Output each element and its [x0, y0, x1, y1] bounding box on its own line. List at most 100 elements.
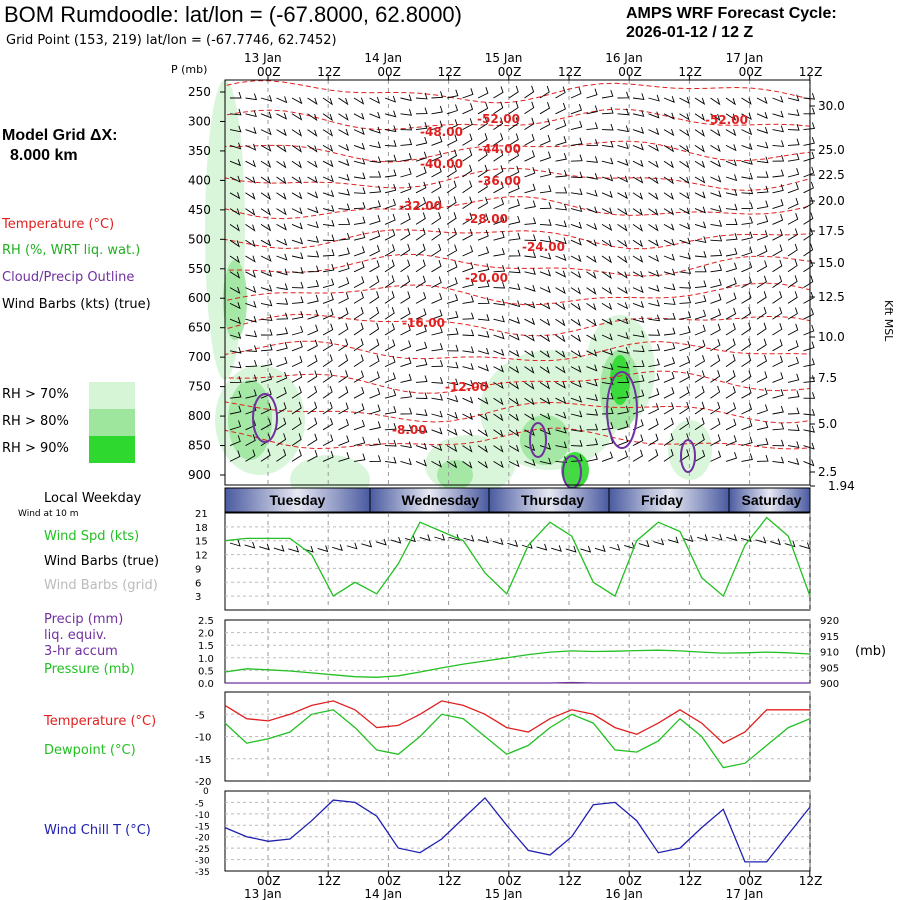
barb-10-15 [462, 245, 474, 257]
barb-7-28 [663, 208, 675, 216]
legend-wind-barbs-grid: Wind Barbs (grid) [44, 578, 158, 593]
barb-11-19 [524, 268, 536, 275]
barb-11-9 [369, 260, 380, 273]
surface-barb [448, 534, 460, 541]
barb-18-21 [555, 381, 566, 389]
barb-4-36 [787, 153, 800, 162]
barb-23-1 [245, 449, 256, 462]
barb-18-31 [710, 370, 721, 383]
barb-9-0 [229, 239, 240, 248]
barb-21-18 [508, 429, 520, 437]
barb-21-3 [276, 417, 287, 431]
barb-11-26 [632, 270, 644, 279]
isotherm-12 [224, 427, 811, 450]
barb-7-20 [539, 202, 552, 210]
barb-1-26 [632, 110, 645, 117]
top-time-label: 12Z [678, 65, 702, 79]
barb-11-6 [322, 263, 335, 273]
model-grid-value: 8.000 km [10, 147, 78, 164]
barb-16-15 [462, 346, 475, 354]
barb-12-25 [617, 286, 628, 295]
barb-16-11 [400, 340, 412, 352]
barb-16-32 [725, 338, 736, 352]
barb-14-7 [338, 307, 349, 320]
barb-12-19 [524, 284, 536, 292]
barb-20-30 [694, 401, 705, 415]
barb-18-14 [446, 378, 459, 386]
barb-23-20 [539, 457, 552, 465]
barb-12-8 [353, 276, 365, 288]
barb-22-28 [663, 433, 674, 446]
pressure-tick-label: 850 [188, 439, 211, 453]
barb-21-2 [260, 418, 272, 431]
barb-8-1 [245, 224, 256, 232]
barb-6-17 [493, 181, 504, 194]
barb-21-0 [229, 420, 242, 431]
barb-12-26 [632, 286, 644, 294]
pressure-tick-label: 750 [188, 380, 211, 394]
barb-15-24 [601, 333, 613, 341]
barb-6-33 [741, 187, 754, 195]
barb-8-13 [431, 212, 442, 225]
barb-14-16 [477, 314, 490, 321]
barb-0-21 [555, 86, 566, 99]
barb-4-11 [400, 153, 412, 162]
barb-12-12 [415, 275, 426, 288]
barb-12-23 [586, 287, 597, 295]
barb-6-14 [446, 180, 457, 194]
barb-1-23 [586, 105, 598, 115]
barb-23-26 [632, 449, 644, 462]
barb-15-36 [787, 323, 799, 336]
barb-1-37 [803, 107, 816, 115]
local-weekday-label: Local Weekday [44, 491, 142, 506]
barb-0-9 [369, 96, 381, 104]
barb-18-29 [679, 371, 690, 383]
barb-9-22 [570, 238, 582, 246]
legend-liq-equiv: liq. equiv. [44, 628, 107, 643]
barb-17-2 [260, 358, 273, 368]
barb-15-13 [431, 326, 443, 336]
barb-10-1 [245, 255, 256, 263]
barb-18-24 [601, 378, 614, 385]
barb-21-11 [400, 424, 413, 432]
barb-17-3 [276, 356, 288, 368]
barb-2-11 [400, 123, 413, 131]
top-time-label: 00Z [377, 65, 401, 79]
surface-barb [653, 538, 665, 546]
barb-15-29 [679, 326, 691, 336]
barb-2-31 [710, 129, 721, 137]
barb-19-0 [229, 390, 242, 399]
barb-16-27 [648, 343, 661, 352]
barb-7-15 [462, 196, 473, 209]
barb-18-15 [462, 379, 474, 387]
barb-0-14 [446, 89, 459, 99]
barb-14-2 [260, 314, 273, 322]
cloud-outline-3 [680, 439, 696, 473]
barb-6-31 [710, 190, 722, 198]
barb-5-7 [338, 174, 350, 181]
barb-11-28 [663, 268, 676, 276]
barb-18-12 [415, 375, 428, 383]
barb-10-29 [679, 252, 691, 260]
barb-3-37 [803, 137, 815, 146]
barb-9-25 [617, 239, 628, 248]
barb-5-29 [679, 176, 690, 185]
chill-tick-label: -15 [195, 822, 210, 832]
barb-1-0 [229, 108, 242, 116]
barb-0-6 [322, 97, 333, 106]
barb-14-0 [229, 317, 241, 325]
temperature-label: -8.00 [392, 423, 427, 437]
barb-4-31 [710, 160, 721, 168]
legend-temperature: Temperature (°C) [2, 217, 115, 232]
barb-1-31 [710, 113, 721, 122]
pressure-right-tick-label: 905 [820, 663, 839, 674]
barb-9-20 [539, 235, 552, 243]
barb-21-28 [663, 417, 674, 431]
barb-6-13 [431, 180, 442, 194]
barb-6-2 [260, 192, 271, 201]
temperature-line [224, 700, 810, 744]
barb-2-0 [229, 125, 242, 133]
barb-6-35 [772, 184, 784, 194]
barb-23-17 [493, 460, 504, 469]
wind-tick-label: 21 [195, 509, 208, 520]
